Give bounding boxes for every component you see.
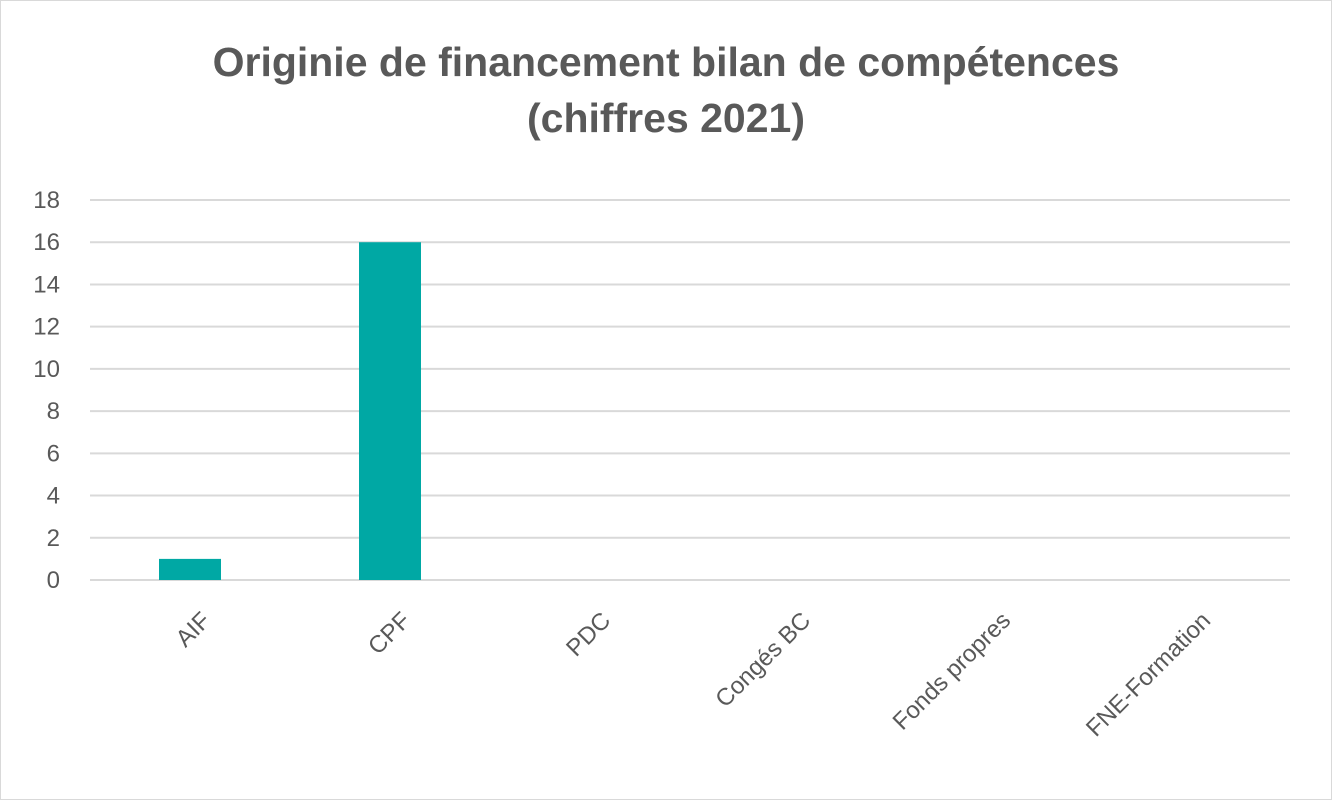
y-tick-label: 8 <box>47 398 60 425</box>
x-axis-tick-labels: AIF CPF PDC Congés BC Fonds propres FNE-Forma… <box>171 607 1216 742</box>
y-tick-label: 12 <box>33 314 60 341</box>
y-tick-label: 16 <box>33 229 60 256</box>
y-tick-label: 4 <box>47 483 60 510</box>
bar-cpf <box>359 242 421 580</box>
bars <box>159 242 421 580</box>
bar-aif <box>159 558 221 580</box>
x-tick-label: PDC <box>561 607 616 662</box>
chart-title: Originie de financement bilan de compéte… <box>0 34 1332 146</box>
x-tick-label: FNE-Formation <box>1081 607 1216 742</box>
y-tick-label: 14 <box>33 271 60 298</box>
x-tick-label: Congés BC <box>710 607 816 713</box>
x-tick-label: CPF <box>363 607 416 660</box>
chart-title-line-2: (chiffres 2021) <box>526 95 805 141</box>
chart-title-line-1: Originie de financement bilan de compéte… <box>212 39 1120 85</box>
y-tick-label: 6 <box>47 440 60 467</box>
x-tick-label: Fonds propres <box>888 607 1017 736</box>
x-tick-label: AIF <box>171 607 216 652</box>
y-tick-label: 0 <box>47 567 60 594</box>
y-axis-tick-labels: 0 2 4 6 8 10 12 14 16 18 <box>33 187 60 594</box>
y-tick-label: 2 <box>47 525 60 552</box>
y-tick-label: 18 <box>33 187 60 214</box>
y-tick-label: 10 <box>33 356 60 383</box>
gridlines <box>90 199 1290 581</box>
